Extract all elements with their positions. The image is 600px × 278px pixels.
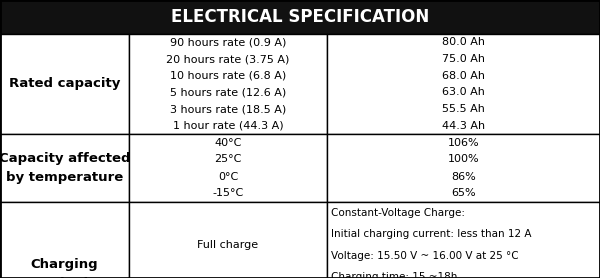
Text: Capacity affected
by temperature: Capacity affected by temperature: [0, 152, 130, 184]
Text: 90 hours rate (0.9 A): 90 hours rate (0.9 A): [170, 37, 286, 47]
Text: 55.5 Ah: 55.5 Ah: [442, 104, 485, 114]
Text: 80.0 Ah: 80.0 Ah: [442, 37, 485, 47]
Text: 106%: 106%: [448, 138, 479, 148]
Bar: [0, 202, 129, 278]
Text: Constant-Voltage Charge:: Constant-Voltage Charge:: [331, 208, 465, 218]
Text: ELECTRICAL SPECIFICATION: ELECTRICAL SPECIFICATION: [171, 8, 429, 26]
Text: Initial charging current: less than 12 A: Initial charging current: less than 12 A: [331, 229, 532, 239]
Text: 86%: 86%: [451, 172, 476, 182]
Text: Charging time: 15 ~18h: Charging time: 15 ~18h: [331, 272, 457, 278]
Bar: [327, 34, 600, 134]
Text: 75.0 Ah: 75.0 Ah: [442, 54, 485, 64]
Bar: [327, 202, 600, 278]
Text: Full charge: Full charge: [197, 240, 259, 250]
Text: 20 hours rate (3.75 A): 20 hours rate (3.75 A): [166, 54, 290, 64]
Text: Charging
methods: Charging methods: [31, 258, 98, 278]
Text: -15°C: -15°C: [212, 188, 244, 198]
Bar: [0, 34, 129, 134]
Text: 65%: 65%: [451, 188, 476, 198]
Bar: [129, 134, 327, 202]
Text: 3 hours rate (18.5 A): 3 hours rate (18.5 A): [170, 104, 286, 114]
Text: Rated capacity: Rated capacity: [9, 78, 120, 91]
Text: 1 hour rate (44.3 A): 1 hour rate (44.3 A): [173, 121, 283, 131]
Bar: [0, 0, 600, 34]
Text: 25°C: 25°C: [214, 155, 242, 165]
Text: Voltage: 15.50 V ~ 16.00 V at 25 °C: Voltage: 15.50 V ~ 16.00 V at 25 °C: [331, 250, 518, 260]
Bar: [0, 134, 129, 202]
Text: 5 hours rate (12.6 A): 5 hours rate (12.6 A): [170, 87, 286, 97]
Bar: [129, 34, 327, 134]
Bar: [327, 134, 600, 202]
Bar: [129, 202, 327, 278]
Text: 44.3 Ah: 44.3 Ah: [442, 121, 485, 131]
Text: 0°C: 0°C: [218, 172, 238, 182]
Text: 68.0 Ah: 68.0 Ah: [442, 71, 485, 81]
Text: 40°C: 40°C: [214, 138, 242, 148]
Text: 100%: 100%: [448, 155, 479, 165]
Text: 63.0 Ah: 63.0 Ah: [442, 87, 485, 97]
Text: 10 hours rate (6.8 A): 10 hours rate (6.8 A): [170, 71, 286, 81]
